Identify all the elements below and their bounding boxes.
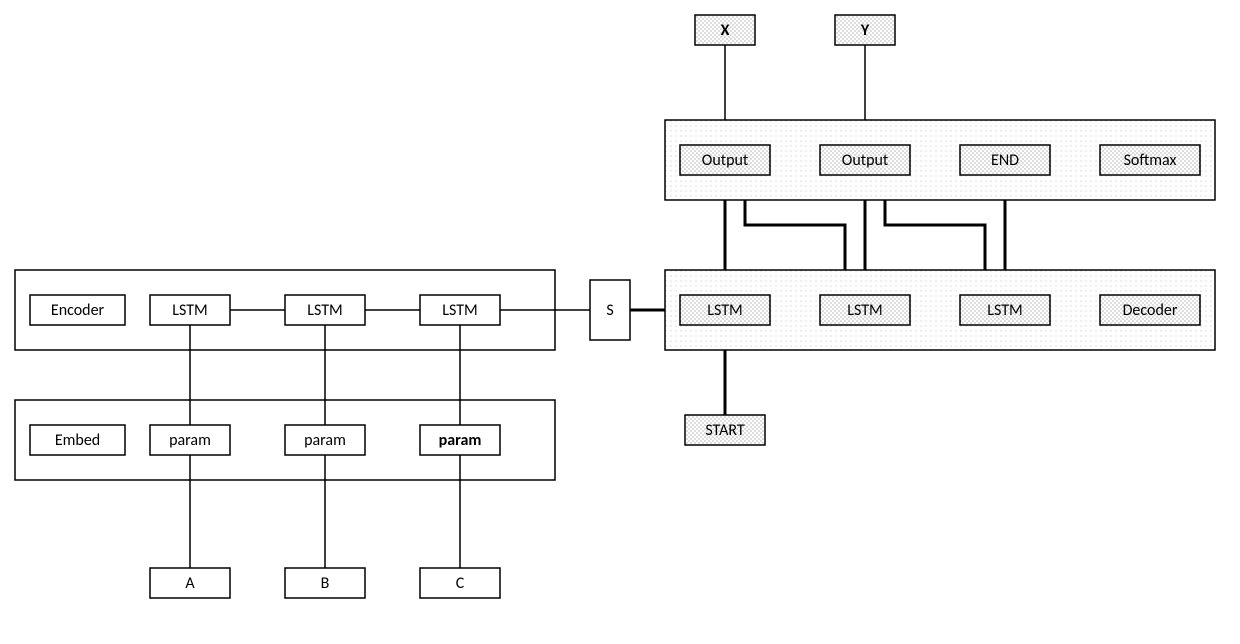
node-dec_lstm_2: LSTM xyxy=(820,295,910,325)
label-end_box: END xyxy=(991,151,1019,170)
node-dec_lstm_1: LSTM xyxy=(680,295,770,325)
label-output_2: Output xyxy=(842,151,889,170)
node-softmax_label: Softmax xyxy=(1100,145,1200,175)
label-input_B: B xyxy=(321,574,330,593)
label-param_2: param xyxy=(304,431,346,450)
node-param_3: param xyxy=(420,425,500,455)
node-output_2: Output xyxy=(820,145,910,175)
node-dec_lstm_3: LSTM xyxy=(960,295,1050,325)
label-enc_lstm_1: LSTM xyxy=(172,301,207,320)
label-start_box: START xyxy=(705,421,745,440)
label-state_S: S xyxy=(606,301,613,320)
node-input_C: C xyxy=(420,568,500,598)
label-out_X: X xyxy=(721,21,730,40)
node-encoder_label: Encoder xyxy=(30,295,125,325)
node-embed_label: Embed xyxy=(30,425,125,455)
node-end_box: END xyxy=(960,145,1050,175)
label-param_1: param xyxy=(169,431,211,450)
label-dec_lstm_1: LSTM xyxy=(707,301,742,320)
label-param_3: param xyxy=(439,431,482,450)
label-input_A: A xyxy=(185,574,195,593)
label-dec_lstm_3: LSTM xyxy=(987,301,1022,320)
node-input_A: A xyxy=(150,568,230,598)
label-out_Y: Y xyxy=(860,21,870,40)
label-encoder_label: Encoder xyxy=(51,301,105,320)
node-output_1: Output xyxy=(680,145,770,175)
label-enc_lstm_2: LSTM xyxy=(307,301,342,320)
node-param_1: param xyxy=(150,425,230,455)
node-out_Y: Y xyxy=(835,15,895,45)
node-out_X: X xyxy=(695,15,755,45)
label-softmax_label: Softmax xyxy=(1124,151,1177,170)
seq2seq-diagram: Encoder LSTM LSTM LSTM Embed param param param A… xyxy=(0,0,1240,644)
label-dec_lstm_2: LSTM xyxy=(847,301,882,320)
label-embed_label: Embed xyxy=(55,431,100,450)
label-input_C: C xyxy=(456,574,465,593)
node-enc_lstm_2: LSTM xyxy=(285,295,365,325)
node-enc_lstm_1: LSTM xyxy=(150,295,230,325)
label-decoder_label: Decoder xyxy=(1123,301,1178,320)
node-enc_lstm_3: LSTM xyxy=(420,295,500,325)
label-output_1: Output xyxy=(702,151,749,170)
label-enc_lstm_3: LSTM xyxy=(442,301,477,320)
node-start_box: START xyxy=(685,415,765,445)
node-state_S: S xyxy=(590,280,630,340)
node-param_2: param xyxy=(285,425,365,455)
node-decoder_label: Decoder xyxy=(1100,295,1200,325)
node-input_B: B xyxy=(285,568,365,598)
